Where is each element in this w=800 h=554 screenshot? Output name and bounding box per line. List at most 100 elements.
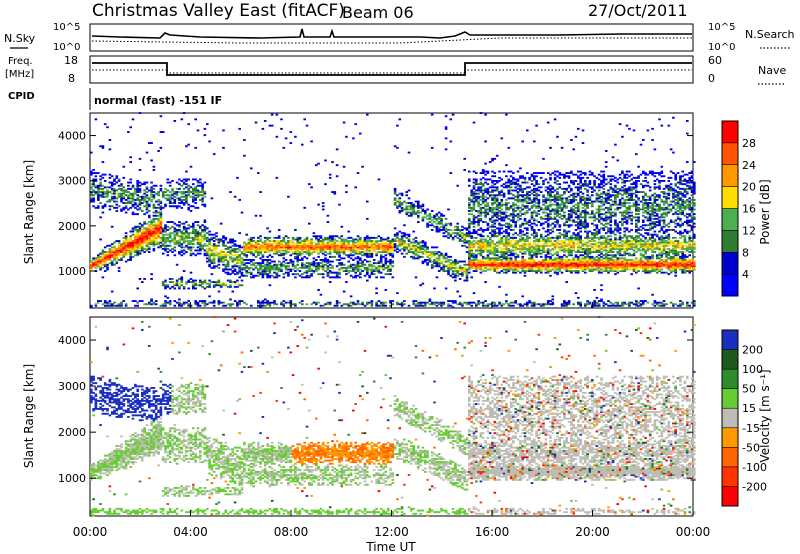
heatmap-cell bbox=[110, 243, 114, 246]
heatmap-cell bbox=[377, 271, 381, 274]
heatmap-cell bbox=[192, 192, 195, 195]
heatmap-cell bbox=[521, 246, 524, 249]
heatmap-cell bbox=[456, 266, 459, 269]
heatmap-cell bbox=[106, 263, 109, 266]
heatmap-cell bbox=[148, 227, 151, 230]
heatmap-cell bbox=[514, 224, 517, 227]
heatmap-cell bbox=[514, 259, 517, 261]
heatmap-cell bbox=[407, 206, 411, 209]
heatmap-cell bbox=[521, 295, 524, 298]
heatmap-cell bbox=[143, 232, 146, 235]
heatmap-cell bbox=[414, 304, 418, 307]
heatmap-cell bbox=[502, 183, 506, 186]
heatmap-cell bbox=[440, 229, 443, 231]
heatmap-cell bbox=[164, 191, 167, 193]
heatmap-cell bbox=[486, 255, 490, 258]
heatmap-cell bbox=[127, 244, 130, 247]
heatmap-cell bbox=[551, 227, 555, 230]
heatmap-cell bbox=[312, 232, 316, 235]
heatmap-cell bbox=[419, 244, 422, 247]
heatmap-cell bbox=[507, 240, 511, 242]
nsearch-tick-bottom: 10^0 bbox=[708, 42, 735, 53]
heatmap-cell bbox=[451, 300, 455, 302]
date-label: 27/Oct/2011 bbox=[588, 1, 688, 20]
heatmap-cell bbox=[203, 230, 207, 233]
heatmap-cell bbox=[164, 205, 167, 208]
heatmap-cell bbox=[454, 276, 457, 279]
heatmap-cell bbox=[437, 211, 441, 214]
heatmap-cell bbox=[154, 236, 158, 239]
heatmap-cell bbox=[507, 224, 511, 227]
heatmap-cell bbox=[507, 184, 511, 187]
heatmap-cell bbox=[516, 216, 520, 219]
heatmap-cell bbox=[356, 235, 360, 238]
heatmap-cell bbox=[349, 274, 353, 277]
heatmap-cell bbox=[544, 262, 548, 265]
heatmap-cell bbox=[124, 252, 128, 255]
heatmap-cell bbox=[94, 178, 98, 181]
heatmap-cell bbox=[484, 178, 487, 181]
heatmap-cell bbox=[138, 225, 142, 228]
heatmap-cell bbox=[240, 259, 244, 261]
heatmap-cell bbox=[523, 266, 527, 269]
heatmap-cell bbox=[500, 224, 504, 227]
heatmap-cell bbox=[449, 140, 453, 143]
heatmap-cell bbox=[509, 268, 513, 271]
heatmap-cell bbox=[479, 172, 483, 174]
heatmap-cell bbox=[326, 273, 330, 276]
heatmap-cell bbox=[553, 197, 557, 200]
heatmap-cell bbox=[546, 270, 550, 272]
heatmap-cell bbox=[206, 282, 209, 285]
heatmap-cell bbox=[178, 282, 181, 285]
heatmap-cell bbox=[521, 238, 524, 241]
heatmap-cell bbox=[533, 248, 536, 250]
heatmap-cell bbox=[266, 268, 269, 271]
heatmap-cell bbox=[537, 206, 541, 209]
heatmap-cell bbox=[363, 263, 367, 266]
heatmap-cell bbox=[498, 265, 501, 268]
heatmap-cell bbox=[498, 232, 501, 235]
heatmap-cell bbox=[558, 263, 562, 266]
heatmap-cell bbox=[507, 202, 511, 204]
heatmap-cell bbox=[122, 252, 126, 255]
heatmap-cell bbox=[217, 279, 221, 282]
heatmap-cell bbox=[168, 197, 172, 200]
heatmap-cell bbox=[203, 229, 207, 231]
heatmap-cell bbox=[154, 240, 158, 242]
heatmap-cell bbox=[391, 240, 395, 242]
heatmap-cell bbox=[400, 252, 404, 255]
heatmap-cell bbox=[556, 213, 559, 216]
heatmap-cell bbox=[199, 243, 202, 246]
heatmap-cell bbox=[435, 246, 439, 249]
heatmap-cell bbox=[315, 236, 318, 239]
heatmap-cell bbox=[305, 248, 309, 250]
heatmap-cell bbox=[180, 118, 184, 121]
heatmap-cell bbox=[247, 268, 251, 271]
heatmap-cell bbox=[437, 303, 441, 306]
heatmap-cell bbox=[303, 240, 306, 242]
heatmap-cell bbox=[500, 200, 504, 203]
heatmap-cell bbox=[440, 222, 443, 225]
heatmap-cell bbox=[495, 200, 499, 203]
heatmap-cell bbox=[273, 300, 276, 302]
heatmap-cell bbox=[514, 252, 517, 255]
heatmap-cell bbox=[259, 303, 262, 306]
heatmap-cell bbox=[519, 262, 522, 265]
heatmap-cell bbox=[282, 146, 286, 149]
heatmap-cell bbox=[222, 236, 225, 239]
heatmap-cell bbox=[240, 271, 244, 274]
heatmap-cell bbox=[419, 206, 422, 209]
heatmap-cell bbox=[250, 271, 253, 274]
heatmap-cell bbox=[533, 172, 536, 174]
heatmap-cell bbox=[514, 241, 517, 244]
heatmap-cell bbox=[419, 251, 422, 253]
heatmap-cell bbox=[479, 181, 483, 184]
heatmap-cell bbox=[549, 268, 552, 271]
heatmap-cell bbox=[310, 274, 313, 277]
heatmap-cell bbox=[148, 246, 151, 249]
heatmap-cell bbox=[349, 295, 353, 298]
heatmap-cell bbox=[424, 246, 427, 249]
heatmap-cell bbox=[217, 300, 221, 302]
heatmap-cell bbox=[435, 259, 439, 261]
heatmap-cell bbox=[245, 266, 248, 269]
